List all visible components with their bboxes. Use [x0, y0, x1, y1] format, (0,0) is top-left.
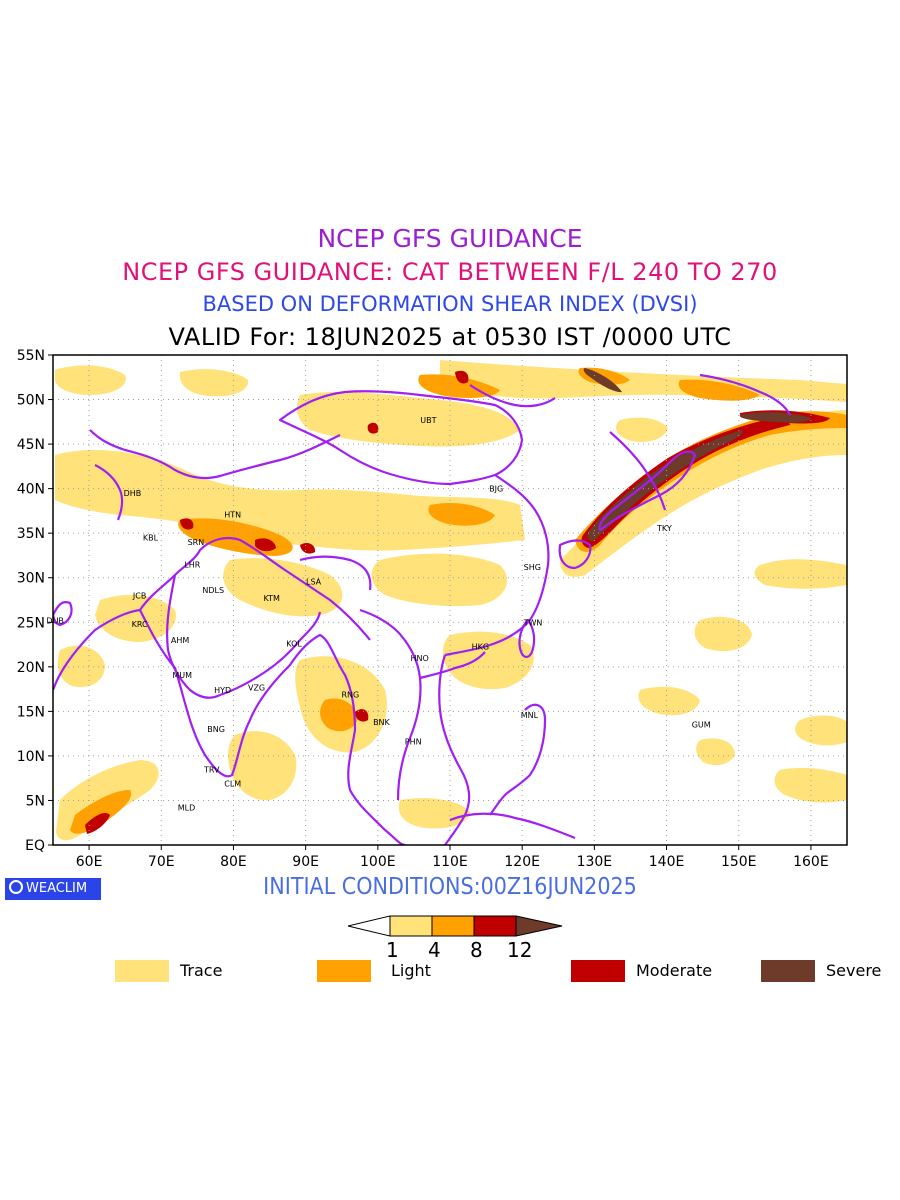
- weaclim-logo: WEACLIM: [5, 878, 101, 900]
- station-label-kol: KOL: [286, 640, 302, 649]
- station-label-hkg: HKG: [472, 642, 489, 651]
- station-label-jcb: JCB: [132, 592, 146, 601]
- latitude-labels: 55N 50N 45N 40N 35N 30N 25N 20N 15N 10N 5N EQ: [17, 348, 45, 854]
- station-label-rng: RNG: [342, 690, 360, 699]
- station-label-bjg: BJG: [489, 485, 503, 494]
- longitude-label: 140E: [649, 854, 685, 870]
- station-label-hyd: HYD: [214, 686, 231, 695]
- legend-swatch-severe: [761, 960, 815, 982]
- latitude-label: 50N: [17, 393, 45, 409]
- latitude-label: 10N: [17, 749, 45, 765]
- longitude-label: 120E: [504, 854, 540, 870]
- station-label-phn: PHN: [405, 738, 422, 747]
- logo-circle-icon: [9, 880, 23, 894]
- station-label-gum: GUM: [692, 721, 711, 730]
- station-label-dhb: DHB: [124, 489, 142, 498]
- legend-label-light: Light: [391, 961, 431, 980]
- station-label-lsa: LSA: [306, 577, 322, 586]
- colorbar-tick-4: 4: [428, 938, 441, 962]
- longitude-label: 160E: [793, 854, 829, 870]
- station-label-bnk: BNK: [373, 718, 390, 727]
- longitude-label: 90E: [292, 854, 319, 870]
- logo-text: WEACLIM: [26, 881, 88, 896]
- station-label-tky: TKY: [656, 524, 672, 533]
- station-label-clm: CLM: [224, 780, 241, 789]
- axis-ticks: [48, 354, 812, 850]
- latitude-label: 55N: [17, 348, 45, 364]
- station-label-ahm: AHM: [171, 636, 189, 645]
- cat-forecast-map: UBT BJG DHB HTN KBL SRN LHR TKY SHG LSA JCB NDLS KTM…: [17, 348, 848, 870]
- colorbar-segment-2: [431, 915, 475, 937]
- station-markers: UBT BJG DHB HTN KBL SRN LHR TKY SHG LSA JCB NDLS KTM…: [46, 416, 710, 813]
- station-label-shg: SHG: [524, 563, 541, 572]
- longitude-labels: 60E 70E 80E 90E 100E 110E 120E 130E 140E 150E 160E: [76, 854, 829, 870]
- colorbar-tick-8: 8: [470, 938, 483, 962]
- latitude-label: 5N: [26, 793, 45, 809]
- longitude-label: 110E: [432, 854, 468, 870]
- severe-field: [583, 368, 812, 542]
- legend-swatch-moderate: [571, 960, 625, 982]
- colorbar-segment-1: [389, 915, 433, 937]
- colorbar: [347, 915, 563, 937]
- longitude-label: 80E: [220, 854, 247, 870]
- station-label-mld: MLD: [178, 804, 196, 813]
- station-label-dub: DUB: [46, 616, 64, 625]
- turbulence-fields: [55, 360, 847, 841]
- latitude-label: 25N: [17, 615, 45, 631]
- legend-swatch-light: [317, 960, 371, 982]
- station-label-mum: MUM: [172, 671, 192, 680]
- station-label-vzg: VZG: [248, 683, 265, 692]
- station-label-bng: BNG: [207, 725, 225, 734]
- latitude-label: EQ: [25, 838, 45, 854]
- country-boundaries: [53, 373, 791, 845]
- station-label-mnl: MNL: [521, 711, 539, 720]
- latitude-label: 15N: [17, 704, 45, 720]
- station-label-trv: TRV: [203, 765, 220, 774]
- initial-conditions-label: INITIAL CONDITIONS:00Z16JUN2025: [263, 874, 637, 900]
- station-label-ubt: UBT: [420, 416, 436, 425]
- trace-field: [55, 360, 847, 841]
- station-label-kbl: KBL: [143, 534, 159, 543]
- latitude-label: 30N: [17, 571, 45, 587]
- legend-label-severe: Severe: [826, 961, 882, 980]
- latitude-label: 40N: [17, 482, 45, 498]
- title-method: BASED ON DEFORMATION SHEAR INDEX (DVSI): [202, 292, 698, 316]
- colorbar-high-triangle: [515, 915, 563, 937]
- longitude-label: 60E: [76, 854, 103, 870]
- longitude-label: 100E: [360, 854, 396, 870]
- title-valid-time: VALID For: 18JUN2025 at 0530 IST /0000 U…: [168, 323, 732, 351]
- longitude-label: 130E: [577, 854, 613, 870]
- station-label-krc: KRC: [132, 620, 148, 629]
- station-label-hno: HNO: [411, 654, 429, 663]
- latitude-label: 20N: [17, 660, 45, 676]
- colorbar-low-triangle: [347, 915, 391, 937]
- station-label-twn: TWN: [523, 618, 543, 627]
- legend-swatch-trace: [115, 960, 169, 982]
- colorbar-tick-1: 1: [386, 938, 399, 962]
- colorbar-tick-12: 12: [507, 938, 533, 962]
- station-label-ktm: KTM: [263, 594, 280, 603]
- longitude-label: 150E: [721, 854, 757, 870]
- longitude-label: 70E: [148, 854, 175, 870]
- title-product: NCEP GFS GUIDANCE: CAT BETWEEN F/L 240 T…: [122, 258, 778, 286]
- latitude-label: 45N: [17, 437, 45, 453]
- title-main: NCEP GFS GUIDANCE: [317, 224, 583, 253]
- station-label-srn: SRN: [188, 538, 205, 547]
- latitude-label: 35N: [17, 526, 45, 542]
- legend-label-trace: Trace: [180, 961, 223, 980]
- graticule: [53, 355, 847, 845]
- station-label-htn: HTN: [224, 510, 241, 519]
- colorbar-segment-3: [473, 915, 517, 937]
- station-label-lhr: LHR: [184, 560, 200, 569]
- station-label-ndls: NDLS: [202, 586, 224, 595]
- legend-label-moderate: Moderate: [636, 961, 713, 980]
